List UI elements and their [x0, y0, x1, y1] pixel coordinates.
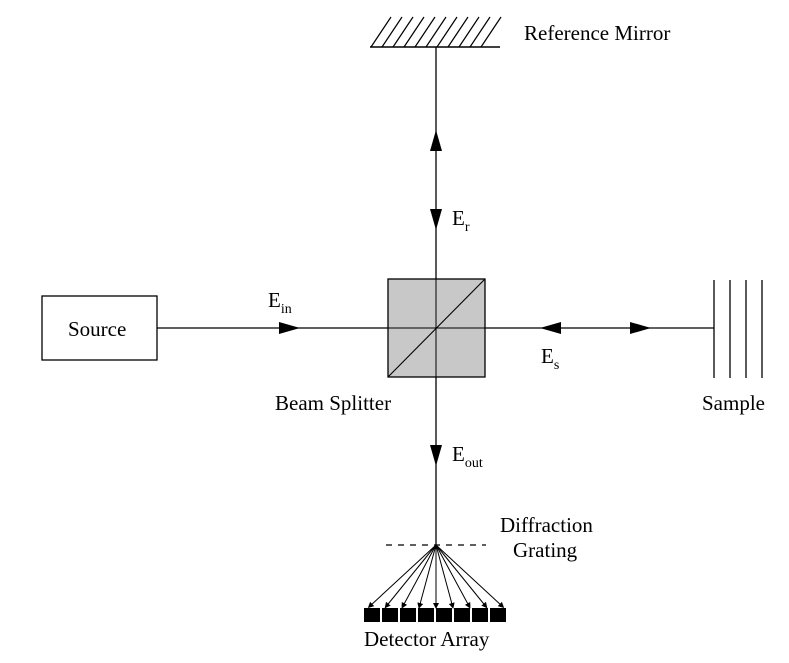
sample-label: Sample [702, 391, 765, 415]
diffraction-grating-label-line2: Grating [513, 538, 578, 562]
detector-array-label: Detector Array [364, 627, 490, 651]
diffracted-ray [435, 544, 488, 609]
diffraction-grating-label-line1: Diffraction [500, 513, 593, 537]
detector-element [436, 608, 452, 622]
field-output-label: Eout [452, 442, 483, 471]
field-sample-label: Es [541, 344, 560, 373]
mirror-hatch-line [381, 16, 403, 48]
detector-element [382, 608, 398, 622]
reference-mirror-label: Reference Mirror [524, 21, 671, 45]
mirror-hatch-line [469, 16, 491, 48]
field-reference-label: Er [452, 206, 470, 235]
mirror-hatch-line [436, 16, 458, 48]
diffracted-ray [367, 544, 437, 609]
diffracted-ray [384, 544, 437, 609]
detector-element [490, 608, 506, 622]
input-right-arrow [279, 322, 300, 334]
field-input-label: Ein [268, 288, 292, 317]
source-label: Source [68, 317, 127, 341]
mirror-hatch-line [458, 16, 480, 48]
sample-left-arrow [540, 322, 561, 334]
detector-element [364, 608, 380, 622]
source-box [41, 295, 158, 361]
mirror-hatch-line [414, 16, 436, 48]
mirror-hatch-line [447, 16, 469, 48]
output-down-arrow [430, 445, 442, 466]
sample-layers [713, 280, 763, 378]
mirror-hatch-line [425, 16, 447, 48]
sample-right-arrow [630, 322, 651, 334]
reference-down-arrow [430, 209, 442, 230]
detector-element [400, 608, 416, 622]
beam-splitter [387, 278, 486, 378]
mirror-hatch-line [480, 16, 502, 48]
beam-splitter-label: Beam Splitter [275, 391, 392, 415]
diffracted-ray [435, 544, 505, 609]
mirror-hatch-line [392, 16, 414, 48]
diffracted-rays [367, 544, 505, 609]
detector-array [364, 608, 506, 622]
detector-element [472, 608, 488, 622]
mirror-hatch-line [370, 16, 392, 48]
mirror-hatch-line [403, 16, 425, 48]
detector-element [418, 608, 434, 622]
detector-element [454, 608, 470, 622]
diffracted-ray [435, 544, 471, 609]
reference-mirror [370, 16, 502, 48]
diffracted-ray [417, 544, 437, 609]
diffracted-ray [401, 544, 437, 609]
reference-up-arrow [430, 130, 442, 151]
diffracted-ray [435, 544, 455, 609]
